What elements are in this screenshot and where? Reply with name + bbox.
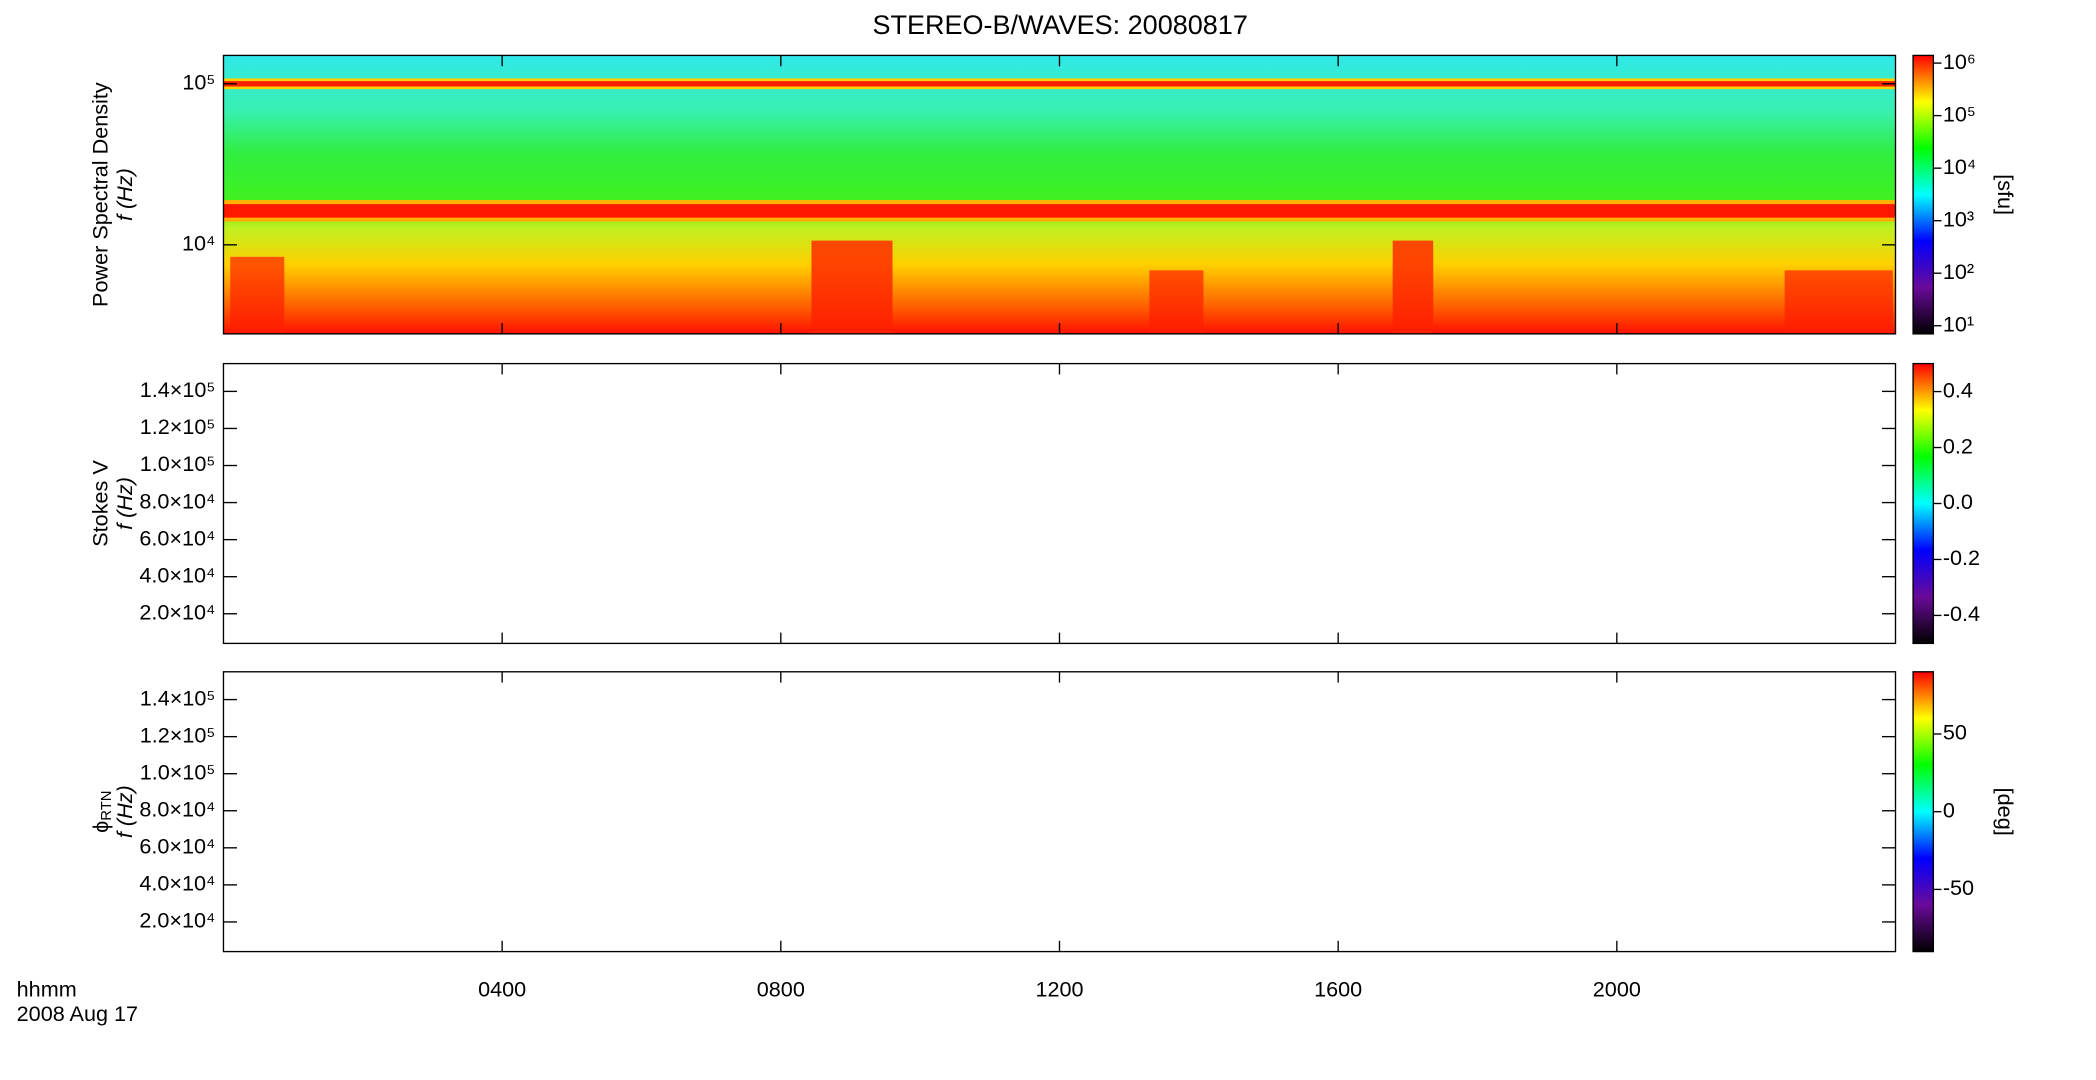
- date-label: 2008 Aug 17: [17, 1001, 138, 1026]
- y-axis-label: f (Hz): [112, 785, 137, 838]
- spectrogram-image: [223, 55, 1896, 334]
- x-tick-label: 1200: [1035, 977, 1083, 1002]
- colorbar: [1912, 362, 1935, 645]
- y-tick-label: 4.0×10⁴: [139, 871, 215, 896]
- y-axis-label: Power Spectral Density: [88, 82, 113, 307]
- colorbar-tick-label: 10⁶: [1943, 49, 1976, 74]
- colorbar-tick-label: -0.2: [1943, 545, 1980, 570]
- x-tick-label: 0800: [757, 977, 805, 1002]
- y-label-symbol: ϕ: [88, 821, 113, 833]
- chart-title: STEREO-B/WAVES: 20080817: [872, 10, 1247, 40]
- y-axis-label: f (Hz): [112, 168, 137, 221]
- y-tick-label: 1.0×10⁵: [140, 759, 216, 784]
- colorbar-tick-label: 10⁴: [1943, 154, 1976, 179]
- x-tick-label: 2000: [1593, 977, 1641, 1002]
- colorbar-tick-label: -50: [1943, 875, 1974, 900]
- colorbar-tick-label: 0.2: [1943, 433, 1973, 458]
- colorbar: [1912, 54, 1935, 335]
- colorbar-tick-label: 0: [1943, 797, 1955, 822]
- y-tick-label: 2.0×10⁴: [139, 908, 215, 933]
- y-tick-label: 1.0×10⁵: [140, 451, 216, 476]
- y-tick-label: 6.0×10⁴: [139, 834, 215, 859]
- colorbar-label: [sfu]: [1993, 174, 2018, 215]
- plot-frame: [222, 671, 1897, 953]
- colorbar: [1912, 671, 1935, 953]
- colorbar-label: [deg]: [1993, 788, 2018, 836]
- y-tick-label: 8.0×10⁴: [139, 796, 215, 821]
- y-tick-label: 2.0×10⁴: [139, 599, 215, 624]
- x-tick-label: 0400: [478, 977, 526, 1002]
- y-tick-label: 1.4×10⁵: [140, 685, 216, 710]
- y-axis-label: f (Hz): [112, 477, 137, 530]
- y-tick-label: 10⁵: [182, 69, 215, 94]
- y-axis-label: Stokes V: [88, 460, 113, 547]
- x-axis-label: hhmm: [17, 977, 77, 1002]
- colorbar-tick-label: 0.4: [1943, 377, 1973, 402]
- y-tick-label: 1.4×10⁵: [140, 377, 216, 402]
- y-tick-label: 1.2×10⁵: [140, 722, 216, 747]
- plot-frame: [222, 362, 1897, 645]
- x-tick-label: 1600: [1314, 977, 1362, 1002]
- colorbar-tick-label: 10⁵: [1943, 101, 1976, 126]
- y-label-subscript: RTN: [99, 790, 115, 820]
- y-axis-label: ϕRTN: [88, 790, 116, 832]
- colorbar-tick-label: 10³: [1943, 206, 1974, 231]
- colorbar-tick-label: 50: [1943, 720, 1967, 745]
- y-tick-label: 10⁴: [182, 231, 215, 256]
- colorbar-tick-label: 0.0: [1943, 489, 1973, 514]
- colorbar-tick-label: 10¹: [1943, 311, 1974, 336]
- y-tick-label: 6.0×10⁴: [139, 525, 215, 550]
- y-tick-label: 4.0×10⁴: [139, 562, 215, 587]
- colorbar-tick-label: -0.4: [1943, 601, 1980, 626]
- y-tick-label: 1.2×10⁵: [140, 414, 216, 439]
- colorbar-tick-label: 10²: [1943, 259, 1974, 284]
- y-tick-label: 8.0×10⁴: [139, 488, 215, 513]
